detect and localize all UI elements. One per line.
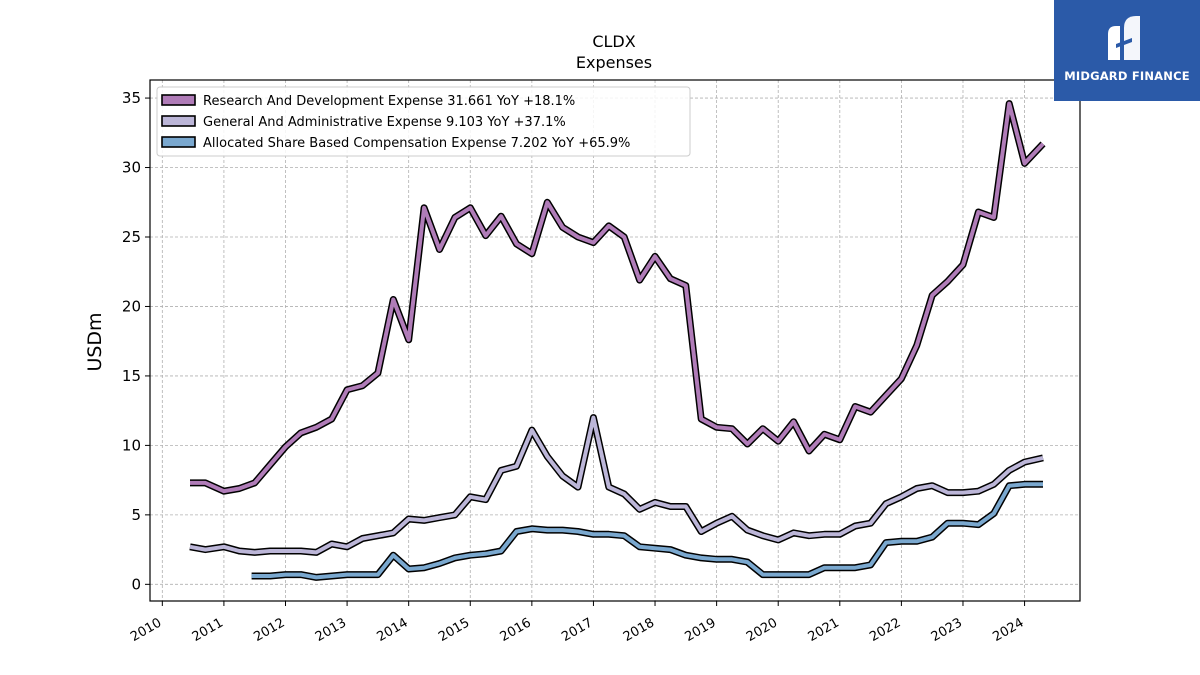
series-line bbox=[190, 101, 1045, 494]
legend-swatch bbox=[161, 115, 196, 127]
brand-logo: MIDGARD FINANCE bbox=[1054, 0, 1200, 101]
brand-mark-icon bbox=[1108, 16, 1140, 60]
x-tick-label: 2020 bbox=[744, 615, 780, 645]
gridlines bbox=[150, 80, 1080, 601]
x-tick-label: 2024 bbox=[990, 615, 1026, 645]
chart-title: CLDX bbox=[592, 32, 635, 51]
series-3 bbox=[251, 480, 1043, 581]
x-tick-label: 2016 bbox=[498, 615, 534, 645]
x-tick-label: 2022 bbox=[867, 615, 903, 645]
series-2 bbox=[189, 414, 1044, 556]
y-tick-label: 25 bbox=[122, 228, 141, 246]
y-tick-label: 5 bbox=[131, 506, 141, 524]
series-line-outline bbox=[251, 480, 1043, 581]
legend-label: Research And Development Expense 31.661 … bbox=[203, 94, 575, 109]
x-tick-label: 2015 bbox=[436, 615, 472, 645]
y-tick-label: 15 bbox=[122, 367, 141, 385]
legend: Research And Development Expense 31.661 … bbox=[156, 86, 691, 157]
legend-label: General And Administrative Expense 9.103… bbox=[203, 115, 566, 130]
x-axis: 2010 2011 2012 2013 2014 2015 2016 2017 2018 2019… bbox=[128, 601, 1027, 645]
legend-label: Allocated Share Based Compensation Expen… bbox=[203, 136, 630, 151]
x-tick-label: 2013 bbox=[313, 615, 349, 645]
x-tick-label: 2011 bbox=[190, 615, 226, 645]
x-tick-label: 2019 bbox=[682, 615, 718, 645]
y-tick-label: 35 bbox=[122, 89, 141, 107]
x-tick-label: 2010 bbox=[128, 615, 164, 645]
x-tick-label: 2018 bbox=[621, 615, 657, 645]
y-tick-label: 30 bbox=[122, 159, 141, 177]
brand-name: MIDGARD FINANCE bbox=[1064, 69, 1190, 83]
series-line bbox=[251, 482, 1043, 580]
series-line bbox=[189, 415, 1044, 555]
y-tick-label: 0 bbox=[131, 575, 141, 593]
y-axis-label: USDm bbox=[84, 312, 106, 371]
chart-subtitle: Expenses bbox=[576, 53, 652, 72]
y-tick-label: 20 bbox=[122, 297, 141, 315]
series-1 bbox=[190, 100, 1046, 495]
series-layer bbox=[189, 100, 1046, 581]
plot-frame bbox=[149, 79, 1081, 602]
x-tick-label: 2021 bbox=[806, 615, 842, 645]
x-tick-label: 2023 bbox=[929, 615, 965, 645]
series-line-outline bbox=[190, 100, 1046, 495]
x-tick-label: 2017 bbox=[559, 615, 595, 645]
y-tick-label: 10 bbox=[122, 436, 141, 454]
legend-box bbox=[156, 86, 691, 157]
y-axis: 0 5 10 15 20 25 30 35 bbox=[122, 89, 150, 593]
legend-swatch bbox=[161, 94, 196, 106]
x-tick-label: 2014 bbox=[375, 615, 411, 645]
legend-swatch bbox=[161, 136, 196, 148]
x-tick-label: 2012 bbox=[251, 615, 287, 645]
